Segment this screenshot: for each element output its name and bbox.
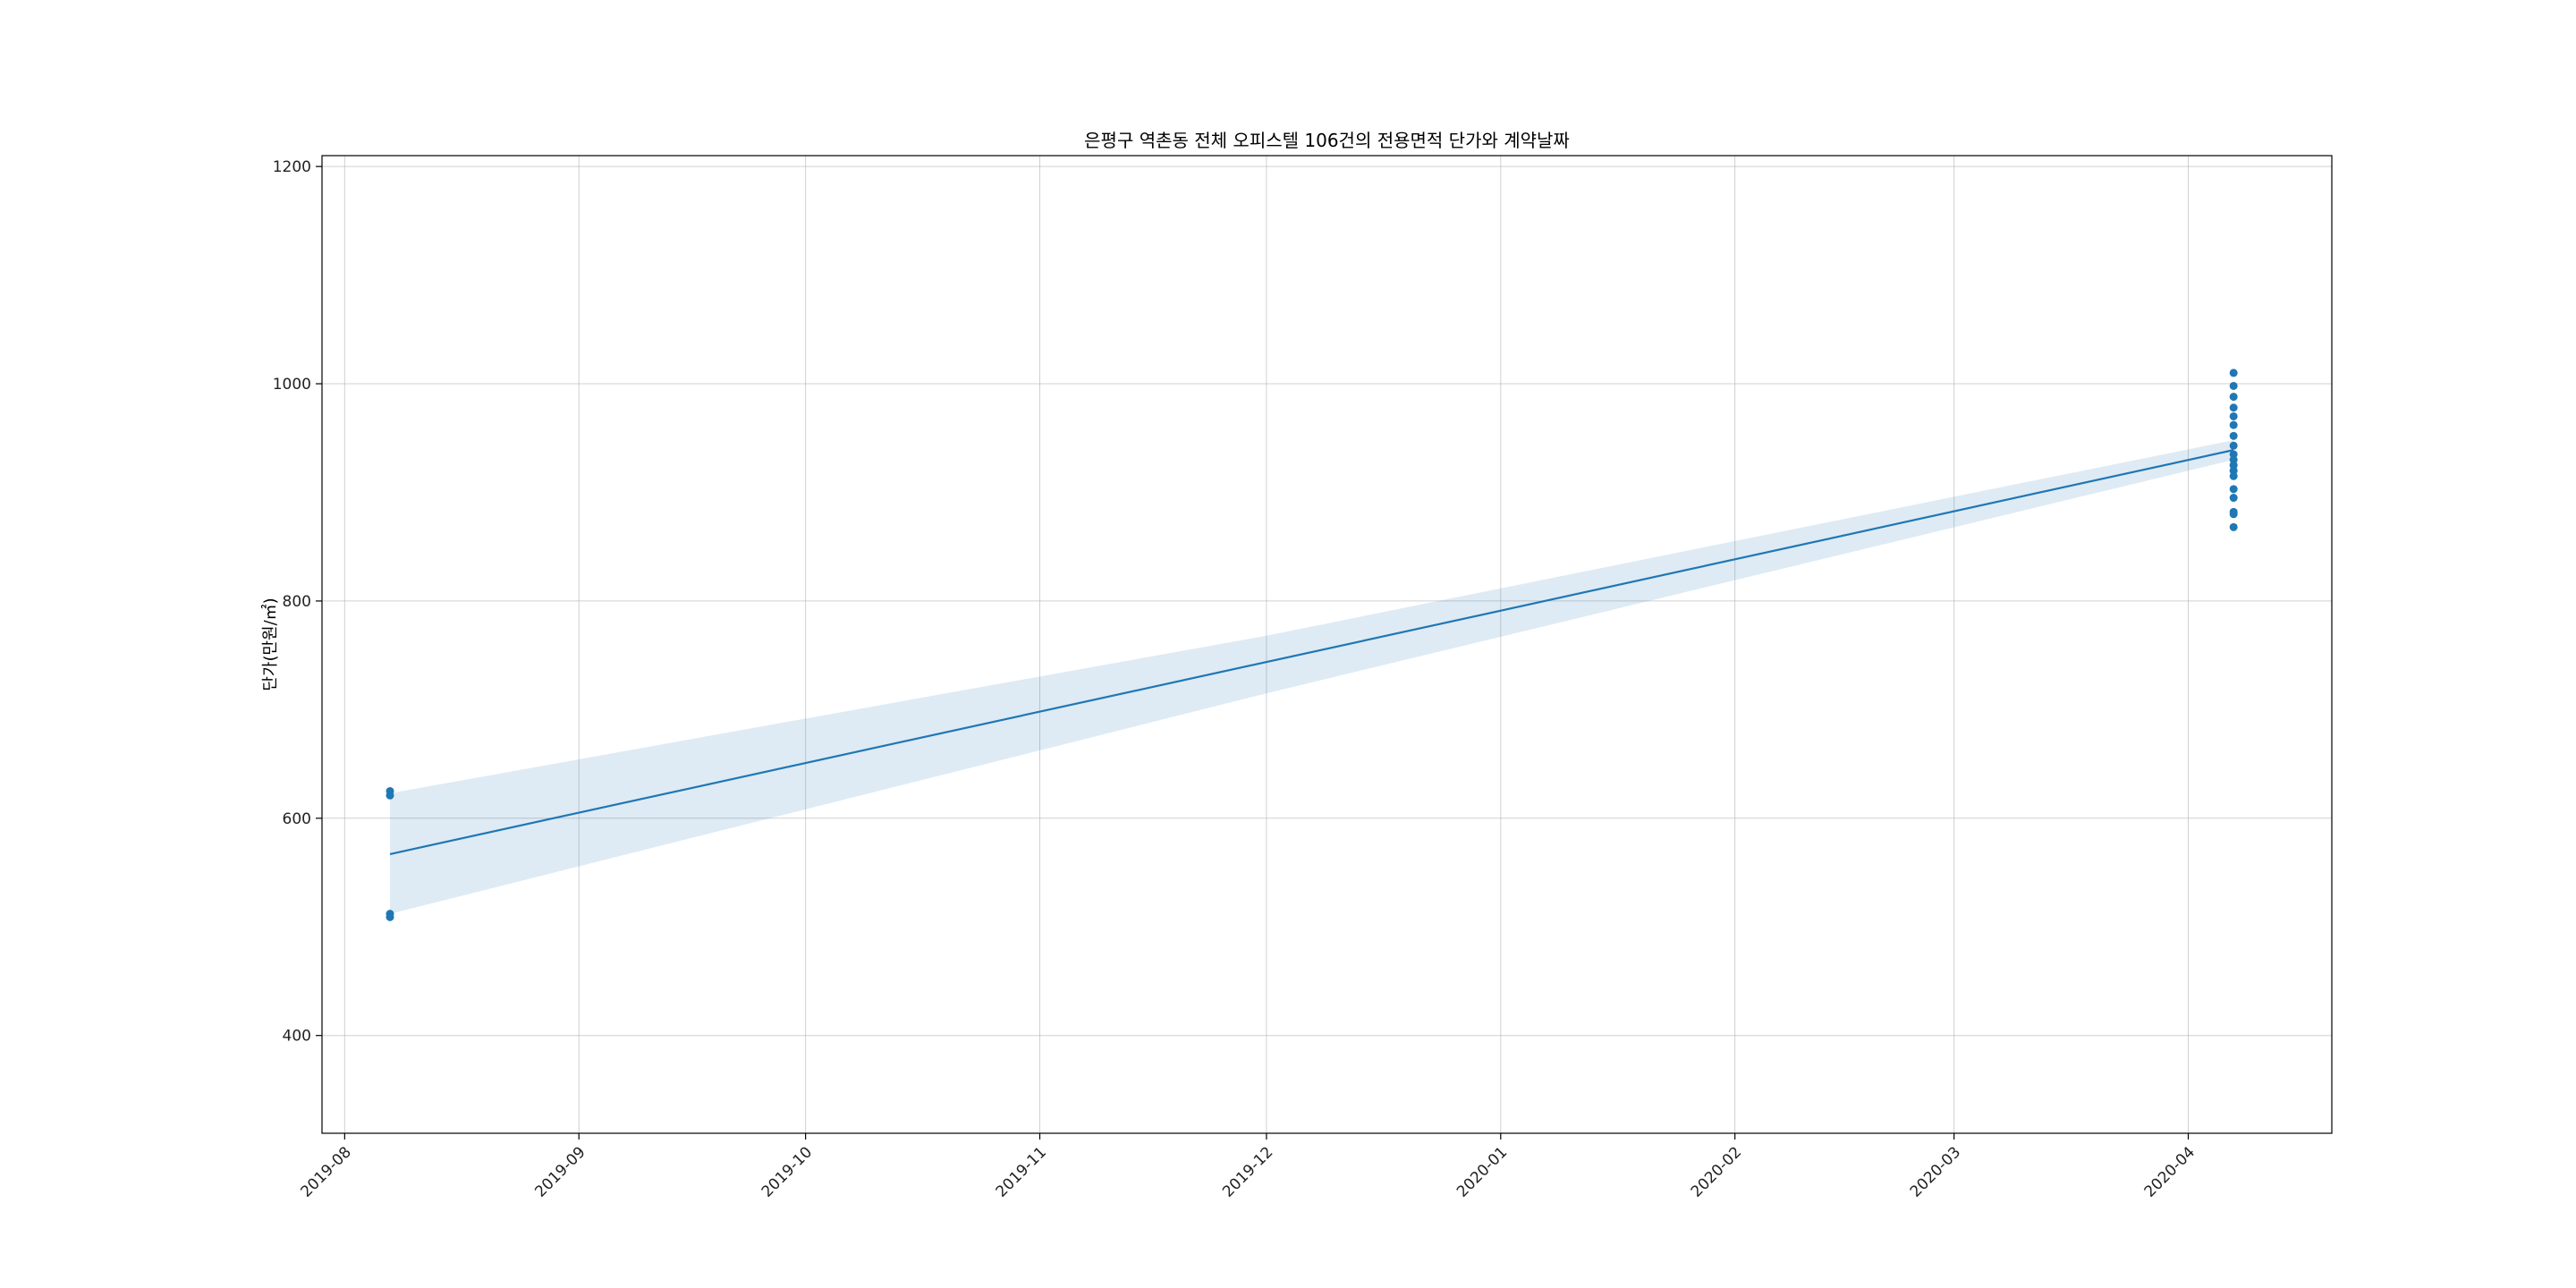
y-tick-label: 800 <box>283 593 311 611</box>
scatter-point <box>2229 510 2238 519</box>
scatter-point <box>2229 441 2238 450</box>
plot-area-frame <box>321 155 2333 1134</box>
y-tick-label: 1000 <box>273 376 311 394</box>
x-tick-label: 2020-03 <box>1907 1143 1964 1200</box>
scatter-point <box>2229 411 2238 420</box>
y-tick-label: 400 <box>283 1028 311 1046</box>
x-tick-label: 2019-09 <box>531 1143 589 1200</box>
scatter-point <box>2229 431 2238 440</box>
confidence-band <box>390 440 2234 914</box>
x-tick-label: 2019-10 <box>758 1143 816 1200</box>
x-axis-ticks: 2019-08 2019-09 2019-10 2019-11 2019-12 2020-… <box>298 1133 2199 1201</box>
regression-line <box>389 449 2234 855</box>
y-axis-label: 단가(만원/㎡) <box>260 597 280 691</box>
scatter-points-layer <box>386 369 2238 921</box>
x-tick-label: 2020-01 <box>1453 1143 1511 1200</box>
scatter-point <box>2229 393 2238 402</box>
scatter-point <box>2229 522 2238 531</box>
chart-title: 은평구 역촌동 전체 오피스텔 106건의 전용면적 단가와 계약날짜 <box>1084 130 1570 151</box>
y-tick-label: 1200 <box>273 158 311 176</box>
x-tick-label: 2020-04 <box>2141 1143 2199 1200</box>
grid-layer <box>322 156 2332 1133</box>
scatter-point <box>2229 403 2238 412</box>
scatter-point <box>2229 485 2238 494</box>
x-tick-label: 2019-11 <box>993 1143 1050 1200</box>
confidence-band-layer <box>390 440 2234 914</box>
x-tick-label: 2020-02 <box>1688 1143 1745 1200</box>
scatter-point <box>386 912 394 921</box>
x-tick-label: 2019-08 <box>298 1143 355 1200</box>
scatter-point <box>386 791 394 800</box>
regression-line-layer <box>389 449 2234 855</box>
scatter-point <box>2229 471 2238 480</box>
scatter-point <box>2229 369 2238 377</box>
x-tick-label: 2019-12 <box>1219 1143 1276 1200</box>
scatter-point <box>2229 420 2238 429</box>
scatter-point <box>2229 381 2238 390</box>
y-axis-ticks: 400 600 800 1000 1200 <box>273 158 322 1046</box>
y-tick-label: 600 <box>283 810 311 828</box>
scatter-point <box>2229 494 2238 503</box>
